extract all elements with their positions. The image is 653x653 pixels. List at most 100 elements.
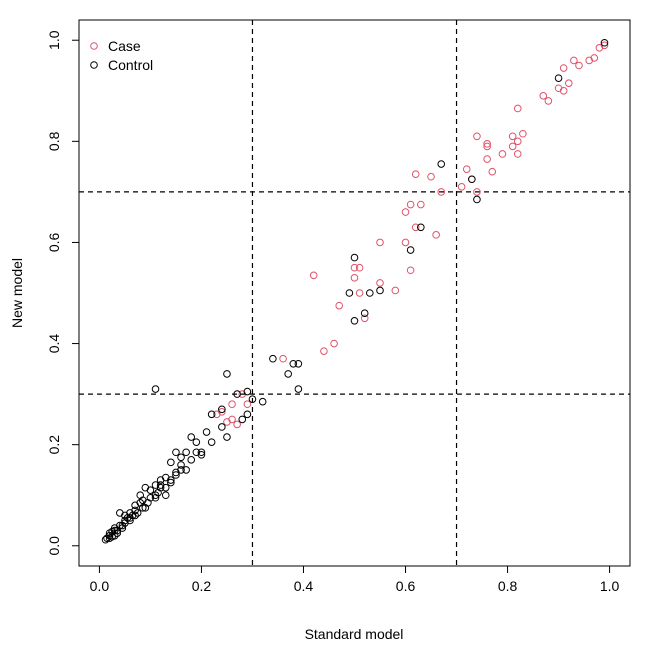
case-point (564, 79, 573, 87)
case-point (488, 167, 497, 176)
control-point (151, 385, 160, 393)
control-point (187, 433, 196, 441)
control-point (172, 448, 180, 457)
case-point (406, 266, 415, 275)
case-point (406, 200, 415, 209)
control-point (151, 481, 160, 489)
series-case (212, 41, 609, 429)
case-point (519, 129, 527, 138)
control-point (116, 509, 124, 517)
legend-marker-control (90, 61, 98, 69)
control-point (187, 456, 196, 464)
control-point (218, 423, 226, 431)
control-point (103, 534, 111, 542)
case-point (427, 172, 435, 181)
case-point (513, 104, 522, 113)
case-point (457, 183, 466, 191)
control-point (182, 448, 190, 457)
control-point (468, 175, 476, 184)
case-point (355, 289, 364, 297)
control-point (161, 491, 170, 500)
control-point (167, 478, 175, 487)
case-point (417, 200, 425, 209)
case-point (600, 41, 609, 50)
case-point (508, 132, 517, 141)
control-point (345, 289, 354, 297)
case-point (350, 274, 359, 282)
case-point (483, 140, 491, 148)
x-axis-ticks: 0.0 0.2 0.4 0.6 0.8 1.0 (90, 565, 620, 594)
case-point (243, 400, 252, 409)
case-point (544, 97, 553, 105)
case-point (483, 142, 491, 151)
control-point (207, 410, 216, 419)
case-point (320, 347, 328, 355)
case-point (233, 420, 241, 429)
control-point (258, 397, 267, 406)
control-point (177, 461, 185, 469)
y-tick-label: 0.0 (46, 536, 62, 556)
case-point (498, 150, 507, 158)
case-point (223, 418, 231, 426)
legend: Case Control (90, 38, 153, 73)
control-point (131, 501, 139, 510)
case-point (218, 408, 226, 416)
control-point (144, 499, 152, 507)
control-point (294, 359, 303, 368)
control-point (197, 448, 206, 457)
y-tick-label: 1.0 (46, 30, 62, 50)
case-point (391, 286, 400, 295)
case-point (411, 170, 420, 178)
control-point (284, 370, 292, 378)
control-point (133, 509, 142, 517)
control-point (406, 246, 415, 254)
points-layer (101, 38, 609, 544)
control-point (473, 195, 481, 204)
control-point (376, 286, 384, 295)
case-point (513, 150, 522, 158)
y-axis-label: New model (9, 258, 25, 328)
case-point (401, 208, 410, 216)
case-point (483, 155, 491, 163)
control-point (350, 253, 359, 262)
case-point (559, 64, 568, 72)
control-point (360, 309, 369, 318)
y-tick-label: 0.6 (46, 233, 62, 253)
control-point (113, 529, 122, 537)
control-point (182, 466, 190, 474)
x-tick-label: 1.0 (600, 578, 620, 594)
case-point (335, 301, 343, 310)
legend-marker-case (90, 42, 98, 50)
x-tick-label: 0.2 (192, 578, 212, 594)
case-point (355, 263, 364, 272)
case-point (350, 263, 359, 272)
control-point (101, 535, 110, 544)
control-point (192, 438, 201, 446)
y-tick-label: 0.2 (46, 435, 62, 455)
control-point (366, 289, 374, 297)
control-point (141, 483, 150, 492)
control-point (138, 504, 147, 512)
control-point (156, 481, 165, 489)
control-point (437, 160, 446, 168)
control-point (238, 415, 247, 424)
case-point (473, 188, 481, 196)
x-tick-label: 0.0 (90, 578, 110, 594)
x-tick-label: 0.4 (294, 578, 314, 594)
control-point (177, 453, 185, 462)
case-point (411, 223, 420, 232)
control-point (167, 458, 175, 467)
control-point (294, 385, 303, 393)
case-point (508, 142, 517, 151)
control-point (156, 476, 165, 484)
y-axis-ticks: 0.0 0.2 0.4 0.6 0.8 1.0 (46, 30, 80, 556)
case-point (279, 354, 287, 363)
control-point (207, 438, 216, 446)
case-point (539, 92, 548, 100)
y-tick-label: 0.4 (46, 334, 62, 354)
y-tick-label: 0.8 (46, 131, 62, 151)
control-point (269, 354, 277, 363)
control-point (118, 524, 127, 532)
case-point (228, 400, 236, 409)
